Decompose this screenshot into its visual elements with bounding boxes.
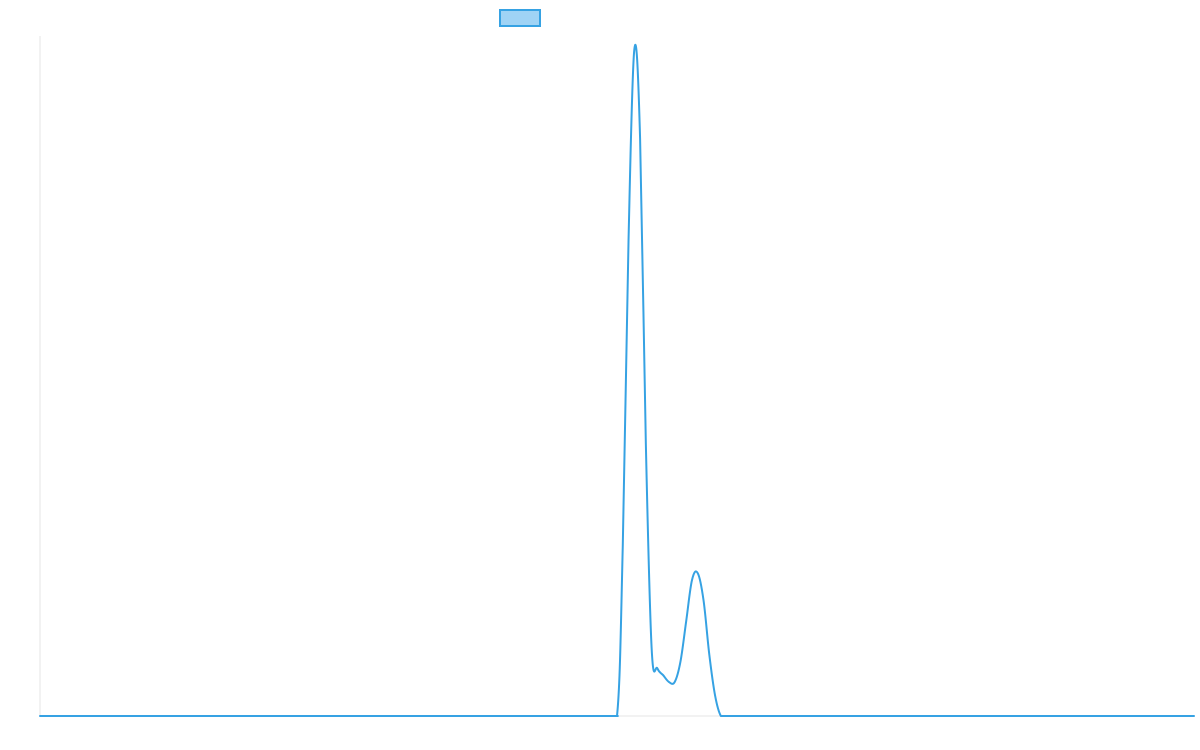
axes (39, 36, 1194, 717)
series-layer (39, 43, 1195, 718)
legend-swatch[interactable] (499, 9, 541, 27)
legend (499, 9, 541, 27)
series-line-0[interactable] (39, 43, 1195, 718)
